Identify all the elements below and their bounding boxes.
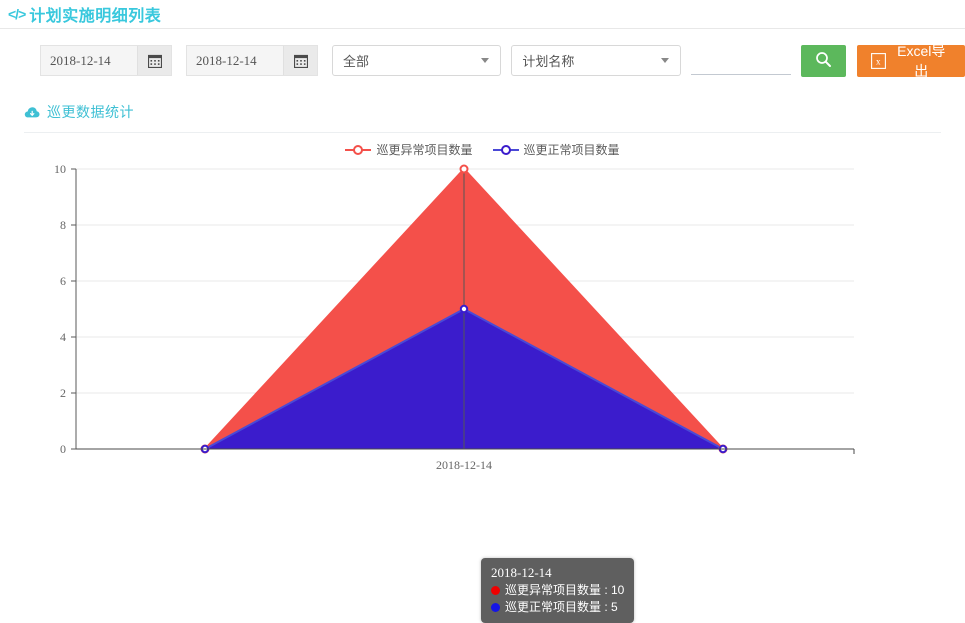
status-select[interactable]: 全部 <box>332 45 501 76</box>
tooltip-label-normal: 巡更正常项目数量 : 5 <box>505 599 618 616</box>
y-axis: 10 8 6 4 2 0 <box>54 162 76 456</box>
code-brackets-icon: </> <box>8 6 25 22</box>
y-tick-10: 10 <box>54 162 66 176</box>
statistics-section-title: 巡更数据统计 <box>47 102 134 122</box>
y-tick-6: 6 <box>60 274 66 288</box>
page-header: </> 计划实施明细列表 <box>0 0 965 29</box>
end-date-calendar-button[interactable] <box>283 46 317 75</box>
statistics-section-header[interactable]: 巡更数据统计 <box>0 92 965 132</box>
tooltip-date: 2018-12-14 <box>491 564 624 581</box>
chart-canvas: 10 8 6 4 2 0 2018-12-14 <box>0 133 965 513</box>
keyword-input[interactable] <box>691 46 791 75</box>
tooltip-label-abnormal: 巡更异常项目数量 : 10 <box>505 582 624 599</box>
plan-name-select[interactable]: 计划名称 <box>511 45 680 76</box>
cloud-download-icon <box>24 106 40 119</box>
status-select-label: 全部 <box>333 51 481 70</box>
start-date-input[interactable] <box>41 46 137 75</box>
excel-export-button[interactable]: x Excel导出 <box>857 45 965 77</box>
tooltip-row-abnormal: 巡更异常项目数量 : 10 <box>491 582 624 599</box>
x-tick-label: 2018-12-14 <box>436 458 492 472</box>
end-date-input[interactable] <box>187 46 283 75</box>
chevron-down-icon <box>481 58 489 63</box>
svg-text:x: x <box>876 56 881 66</box>
y-tick-0: 0 <box>60 442 66 456</box>
excel-export-label: Excel导出 <box>892 41 952 81</box>
plan-name-select-label: 计划名称 <box>512 51 660 70</box>
page-title: 计划实施明细列表 <box>29 2 161 26</box>
end-date-group[interactable] <box>186 45 318 76</box>
y-tick-8: 8 <box>60 218 66 232</box>
chevron-down-icon <box>661 58 669 63</box>
x-axis: 2018-12-14 <box>76 449 854 472</box>
tooltip-dot-abnormal <box>491 586 500 595</box>
data-point-normal-1[interactable] <box>461 306 467 312</box>
chart-tooltip: 2018-12-14 巡更异常项目数量 : 10 巡更正常项目数量 : 5 <box>481 558 634 623</box>
calendar-icon <box>148 54 162 68</box>
excel-file-icon: x <box>871 53 886 69</box>
start-date-group[interactable] <box>40 45 172 76</box>
patrol-statistics-chart: 巡更异常项目数量 巡更正常项目数量 <box>0 133 965 513</box>
data-point-abnormal-1[interactable] <box>461 166 468 173</box>
y-tick-4: 4 <box>60 330 66 344</box>
y-tick-2: 2 <box>60 386 66 400</box>
start-date-calendar-button[interactable] <box>137 46 171 75</box>
search-icon <box>815 51 832 71</box>
tooltip-dot-normal <box>491 603 500 612</box>
tooltip-row-normal: 巡更正常项目数量 : 5 <box>491 599 624 616</box>
filter-toolbar: 全部 计划名称 x Excel导出 <box>0 29 965 92</box>
search-button[interactable] <box>801 45 846 77</box>
calendar-icon <box>294 54 308 68</box>
